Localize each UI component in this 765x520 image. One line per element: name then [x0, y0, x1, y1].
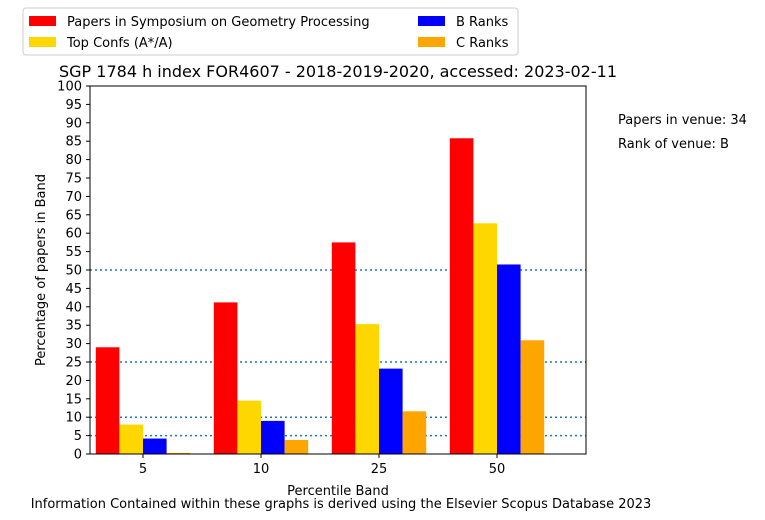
y-tick-label: 90: [65, 116, 82, 131]
y-tick-label: 80: [65, 153, 82, 168]
legend-label-2: B Ranks: [456, 15, 509, 30]
x-tick-label: 25: [371, 462, 388, 477]
y-tick-label: 75: [65, 172, 82, 187]
legend-frame: [22, 7, 519, 56]
bar-1-25: [355, 324, 379, 454]
y-axis-label: Percentage of papers in Band: [34, 174, 49, 366]
legend: Papers in Symposium on Geometry Processi…: [22, 7, 519, 56]
y-tick-label: 25: [65, 356, 82, 371]
x-tick-label: 50: [489, 462, 506, 477]
legend-swatch-2: [418, 16, 445, 26]
bar-2-10: [261, 420, 285, 454]
bar-0-10: [213, 302, 238, 454]
bars: [95, 138, 545, 455]
y-tick-label: 35: [65, 319, 82, 334]
y-tick-label: 0: [74, 448, 82, 463]
y-tick-label: 85: [65, 135, 82, 150]
bar-2-50: [497, 264, 521, 454]
bar-0-25: [331, 242, 356, 454]
legend-swatch-0: [29, 16, 56, 26]
bar-3-5: [166, 452, 191, 454]
bar-1-10: [237, 400, 261, 454]
y-tick-label: 30: [65, 337, 82, 352]
x-tick-label: 10: [253, 462, 270, 477]
y-tick-label: 55: [65, 245, 82, 260]
y-tick-label: 60: [65, 227, 82, 242]
x-axis-label: Percentile Band: [287, 484, 389, 499]
legend-swatch-1: [29, 37, 56, 47]
bar-3-50: [520, 340, 545, 454]
bar-1-5: [119, 424, 143, 454]
y-tick-label: 95: [65, 98, 82, 113]
y-tick-label: 100: [57, 80, 82, 95]
bar-3-25: [402, 411, 427, 454]
legend-swatch-3: [418, 37, 445, 47]
bar-3-10: [284, 440, 309, 454]
legend-label-3: C Ranks: [456, 36, 509, 51]
y-tick-label: 10: [65, 411, 82, 426]
legend-label-0: Papers in Symposium on Geometry Processi…: [67, 15, 370, 30]
rank-of-venue-note: Rank of venue: B: [618, 137, 729, 152]
bar-0-5: [95, 347, 120, 454]
data-source-footer: Information Contained within these graph…: [31, 497, 652, 512]
y-tick-label: 15: [65, 392, 82, 407]
y-axis: 0 5 10 15 20 25 30 35 40 45 50 55 60 65 70 75 80 85 90 95 10…: [57, 80, 90, 463]
y-tick-label: 20: [65, 374, 82, 389]
y-tick-label: 70: [65, 190, 82, 205]
bar-2-5: [143, 438, 167, 454]
x-tick-label: 5: [139, 462, 147, 477]
y-tick-label: 45: [65, 282, 82, 297]
x-axis: 5 10 25 50: [139, 454, 505, 477]
legend-label-1: Top Confs (A*/A): [66, 36, 173, 51]
chart-title: SGP 1784 h index FOR4607 - 2018-2019-202…: [59, 62, 617, 81]
y-tick-label: 50: [65, 264, 82, 279]
bar-0-50: [449, 138, 474, 455]
bar-2-25: [379, 368, 403, 454]
y-tick-label: 40: [65, 300, 82, 315]
y-tick-label: 65: [65, 208, 82, 223]
y-tick-label: 5: [74, 429, 82, 444]
bar-1-50: [473, 223, 497, 454]
papers-in-venue-note: Papers in venue: 34: [618, 113, 747, 128]
